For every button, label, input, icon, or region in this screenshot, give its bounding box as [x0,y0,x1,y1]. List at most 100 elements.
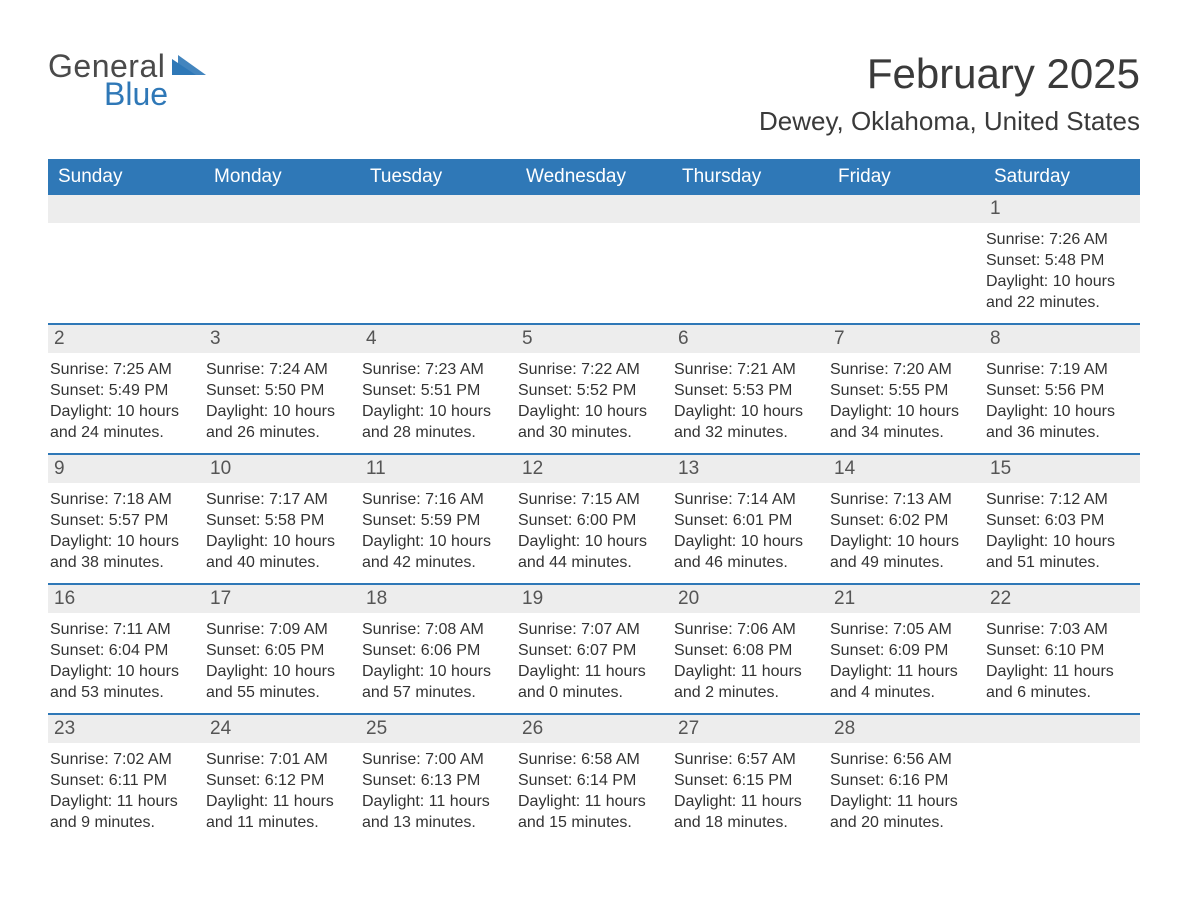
day-cell: 8Sunrise: 7:19 AMSunset: 5:56 PMDaylight… [984,325,1140,453]
day-sunrise: Sunrise: 6:57 AM [674,749,822,770]
day-sunset: Sunset: 5:55 PM [830,380,978,401]
day-daylight2: and 22 minutes. [986,292,1134,313]
day-cell: 27Sunrise: 6:57 AMSunset: 6:15 PMDayligh… [672,715,828,843]
day-sunset: Sunset: 6:16 PM [830,770,978,791]
day-sunrise: Sunrise: 7:02 AM [50,749,198,770]
day-daylight1: Daylight: 11 hours [674,791,822,812]
day-body: Sunrise: 7:09 AMSunset: 6:05 PMDaylight:… [204,613,360,707]
day-cell: 18Sunrise: 7:08 AMSunset: 6:06 PMDayligh… [360,585,516,713]
day-number: 26 [516,715,672,743]
week-row: 23Sunrise: 7:02 AMSunset: 6:11 PMDayligh… [48,713,1140,843]
weekday-header-row: Sunday Monday Tuesday Wednesday Thursday… [48,159,1140,195]
day-cell [672,195,828,323]
day-sunset: Sunset: 5:57 PM [50,510,198,531]
day-body: Sunrise: 7:18 AMSunset: 5:57 PMDaylight:… [48,483,204,577]
day-sunrise: Sunrise: 7:00 AM [362,749,510,770]
location-subtitle: Dewey, Oklahoma, United States [759,106,1140,137]
day-daylight1: Daylight: 11 hours [206,791,354,812]
day-number: 25 [360,715,516,743]
day-daylight1: Daylight: 11 hours [674,661,822,682]
day-body: Sunrise: 7:22 AMSunset: 5:52 PMDaylight:… [516,353,672,447]
weekday-header: Friday [828,159,984,195]
day-daylight2: and 34 minutes. [830,422,978,443]
day-daylight1: Daylight: 10 hours [206,661,354,682]
day-number: 18 [360,585,516,613]
day-number [360,195,516,223]
day-cell: 28Sunrise: 6:56 AMSunset: 6:16 PMDayligh… [828,715,984,843]
day-cell [984,715,1140,843]
day-daylight2: and 30 minutes. [518,422,666,443]
weekday-header: Monday [204,159,360,195]
day-sunset: Sunset: 6:00 PM [518,510,666,531]
day-daylight1: Daylight: 11 hours [986,661,1134,682]
day-cell: 16Sunrise: 7:11 AMSunset: 6:04 PMDayligh… [48,585,204,713]
day-daylight2: and 38 minutes. [50,552,198,573]
day-cell: 17Sunrise: 7:09 AMSunset: 6:05 PMDayligh… [204,585,360,713]
day-number: 19 [516,585,672,613]
day-sunrise: Sunrise: 7:15 AM [518,489,666,510]
day-daylight2: and 24 minutes. [50,422,198,443]
day-number: 15 [984,455,1140,483]
day-number [984,715,1140,743]
day-number: 6 [672,325,828,353]
day-daylight1: Daylight: 10 hours [362,401,510,422]
month-title: February 2025 [759,50,1140,98]
day-sunrise: Sunrise: 7:26 AM [986,229,1134,250]
day-daylight2: and 28 minutes. [362,422,510,443]
day-daylight2: and 20 minutes. [830,812,978,833]
day-sunset: Sunset: 6:01 PM [674,510,822,531]
day-sunrise: Sunrise: 7:21 AM [674,359,822,380]
day-body: Sunrise: 7:13 AMSunset: 6:02 PMDaylight:… [828,483,984,577]
day-daylight1: Daylight: 10 hours [986,401,1134,422]
day-sunrise: Sunrise: 7:08 AM [362,619,510,640]
day-cell: 2Sunrise: 7:25 AMSunset: 5:49 PMDaylight… [48,325,204,453]
day-number: 24 [204,715,360,743]
day-sunset: Sunset: 5:48 PM [986,250,1134,271]
day-sunrise: Sunrise: 6:56 AM [830,749,978,770]
day-number: 7 [828,325,984,353]
day-sunset: Sunset: 6:04 PM [50,640,198,661]
day-sunset: Sunset: 6:12 PM [206,770,354,791]
day-number [516,195,672,223]
title-block: February 2025 Dewey, Oklahoma, United St… [759,50,1140,137]
day-daylight1: Daylight: 10 hours [50,661,198,682]
day-number: 4 [360,325,516,353]
day-daylight2: and 2 minutes. [674,682,822,703]
day-daylight1: Daylight: 10 hours [830,401,978,422]
day-number: 5 [516,325,672,353]
weekday-header: Wednesday [516,159,672,195]
day-cell [516,195,672,323]
day-daylight1: Daylight: 10 hours [50,401,198,422]
day-daylight1: Daylight: 10 hours [206,531,354,552]
day-daylight1: Daylight: 11 hours [830,791,978,812]
day-sunrise: Sunrise: 7:22 AM [518,359,666,380]
logo-text-blue: Blue [104,78,206,110]
day-body [672,223,828,233]
day-sunrise: Sunrise: 7:01 AM [206,749,354,770]
day-body: Sunrise: 7:06 AMSunset: 6:08 PMDaylight:… [672,613,828,707]
day-cell: 1Sunrise: 7:26 AMSunset: 5:48 PMDaylight… [984,195,1140,323]
day-daylight1: Daylight: 10 hours [518,401,666,422]
day-cell: 10Sunrise: 7:17 AMSunset: 5:58 PMDayligh… [204,455,360,583]
brand-logo: General Blue [48,50,206,110]
day-cell: 20Sunrise: 7:06 AMSunset: 6:08 PMDayligh… [672,585,828,713]
day-cell: 13Sunrise: 7:14 AMSunset: 6:01 PMDayligh… [672,455,828,583]
day-sunrise: Sunrise: 7:18 AM [50,489,198,510]
day-sunrise: Sunrise: 7:19 AM [986,359,1134,380]
day-sunset: Sunset: 6:09 PM [830,640,978,661]
day-daylight2: and 53 minutes. [50,682,198,703]
day-cell: 7Sunrise: 7:20 AMSunset: 5:55 PMDaylight… [828,325,984,453]
day-number: 20 [672,585,828,613]
day-daylight2: and 18 minutes. [674,812,822,833]
day-body [984,743,1140,753]
day-sunset: Sunset: 5:51 PM [362,380,510,401]
day-number [828,195,984,223]
day-sunset: Sunset: 6:11 PM [50,770,198,791]
day-daylight2: and 11 minutes. [206,812,354,833]
day-body: Sunrise: 7:17 AMSunset: 5:58 PMDaylight:… [204,483,360,577]
day-cell [360,195,516,323]
day-body: Sunrise: 7:25 AMSunset: 5:49 PMDaylight:… [48,353,204,447]
day-daylight1: Daylight: 10 hours [674,531,822,552]
week-row: 16Sunrise: 7:11 AMSunset: 6:04 PMDayligh… [48,583,1140,713]
day-sunrise: Sunrise: 7:25 AM [50,359,198,380]
